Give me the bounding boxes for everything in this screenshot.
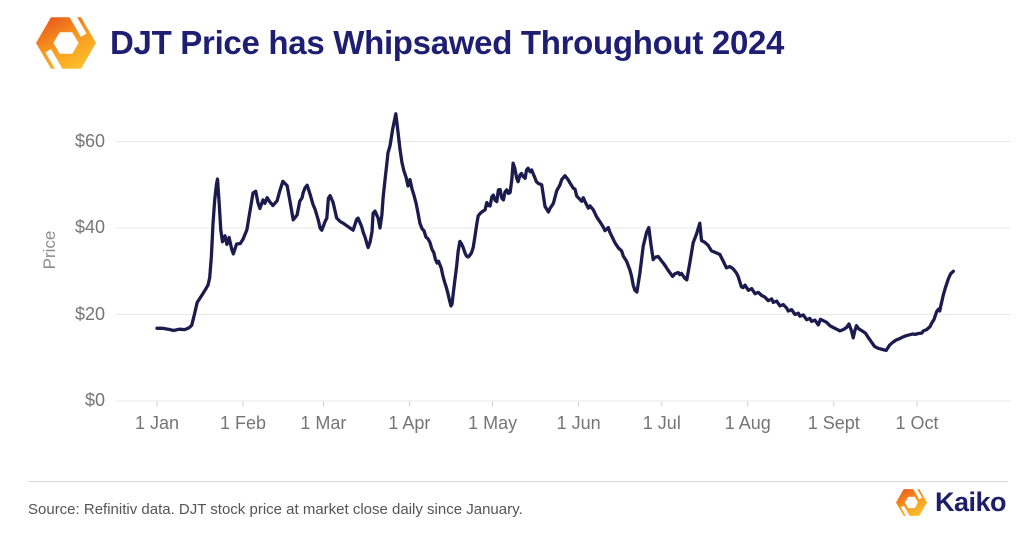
x-tick-label: 1 Oct (895, 413, 939, 433)
price-line (155, 112, 955, 353)
header: DJT Price has Whipsawed Throughout 2024 (36, 13, 784, 73)
x-tick-label: 1 May (468, 413, 518, 433)
source-note: Source: Refinitiv data. DJT stock price … (28, 501, 523, 518)
x-tick-label: 1 Jul (642, 413, 681, 433)
y-tick-label: $60 (74, 130, 105, 151)
y-tick-label: $20 (74, 303, 105, 324)
kaiko-brand: Kaiko (895, 487, 1007, 518)
x-tick-label: 1 Jun (556, 413, 601, 433)
x-tick-label: 1 Apr (388, 413, 431, 433)
x-tick-label: 1 Feb (219, 413, 266, 433)
x-tick-label: 1 Aug (724, 413, 771, 433)
x-tick-label: 1 Sept (807, 413, 860, 433)
kaiko-wordmark: Kaiko (934, 487, 1007, 517)
y-tick-label: $40 (74, 217, 105, 237)
x-tick-label: 1 Jan (134, 413, 180, 433)
y-tick-label: $0 (84, 390, 105, 410)
page-title: DJT Price has Whipsawed Throughout 2024 (110, 24, 785, 61)
footer-divider (28, 481, 1008, 482)
x-tick-label: 1 Mar (300, 413, 347, 433)
kaiko-logo-icon (36, 13, 96, 73)
kaiko-logo-icon-small (895, 487, 927, 518)
